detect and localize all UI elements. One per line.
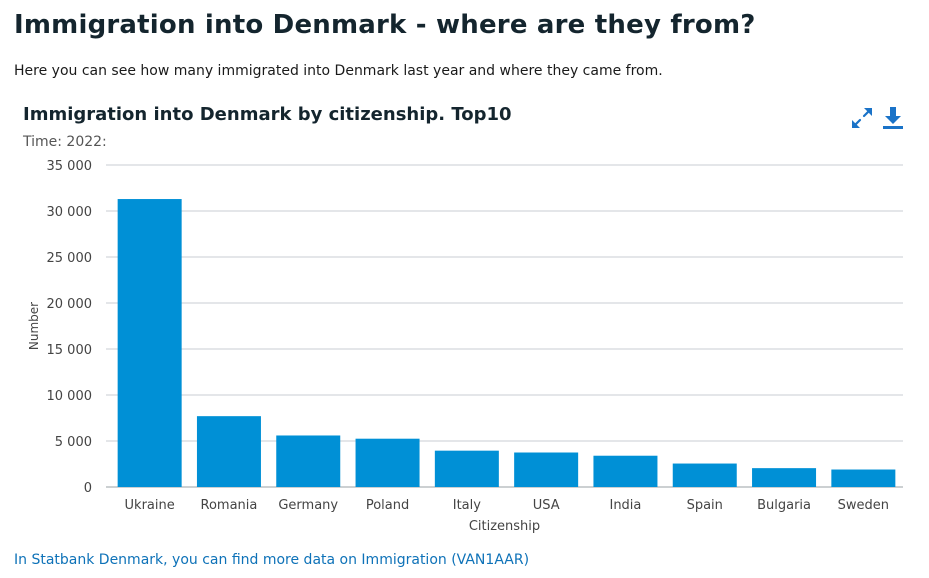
x-tick-label: Romania [201,498,258,513]
statbank-link[interactable]: In Statbank Denmark, you can find more d… [14,552,530,568]
y-tick-label: 15 000 [47,343,93,358]
chart-title: Immigration into Denmark by citizenship.… [23,104,512,125]
page-intro: Here you can see how many immigrated int… [14,63,663,79]
x-tick-label: Bulgaria [757,498,811,513]
x-tick-label: India [609,498,641,513]
x-tick-label: Spain [687,498,723,513]
y-tick-label: 0 [84,481,92,496]
download-button[interactable] [881,106,905,130]
bar [831,469,896,487]
x-tick-label: Sweden [838,498,889,513]
y-axis-title: Number [27,302,41,350]
bar [514,452,579,487]
download-icon [883,107,903,129]
chart-subtitle: Time: 2022: [23,134,107,150]
bar-chart: 0 5 000 10 000 15 000 20 000 25 000 30 000 35 0… [27,159,903,534]
expand-button[interactable] [850,106,874,130]
y-tick-label: 20 000 [47,297,93,312]
x-tick-label: Ukraine [125,498,175,513]
x-axis-title: Citizenship [469,519,540,534]
bar [117,199,182,487]
y-tick-label: 25 000 [47,251,93,266]
x-tick-label: USA [533,498,560,513]
y-tick-label: 30 000 [47,205,93,220]
bar [276,435,341,487]
bar [434,450,499,487]
bar [752,468,817,487]
x-tick-label: Germany [278,498,338,513]
y-tick-label: 10 000 [47,389,93,404]
expand-icon [852,108,872,128]
bar [196,416,261,487]
y-tick-label: 35 000 [47,159,93,174]
bar [593,455,658,487]
bar [672,463,737,487]
bar [355,438,420,487]
x-tick-label: Poland [366,498,409,513]
page-title: Immigration into Denmark - where are the… [14,10,756,40]
y-tick-label: 5 000 [55,435,92,450]
x-tick-label: Italy [453,498,482,513]
